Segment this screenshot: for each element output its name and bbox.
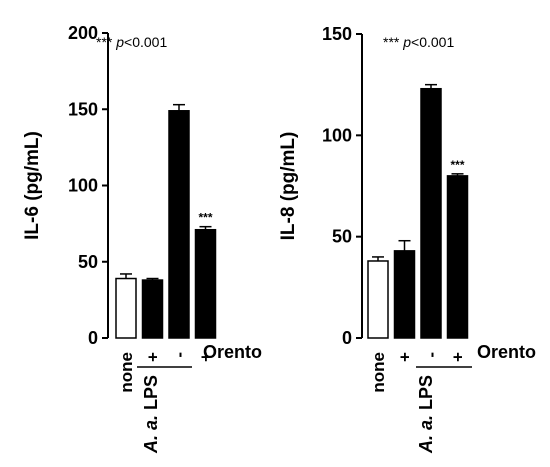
bar-3 <box>420 87 442 339</box>
group-label-treatment: LPS <box>141 375 161 415</box>
x-category-label: + <box>144 352 163 362</box>
x-category-label: none <box>369 352 388 393</box>
y-tick-label: 100 <box>68 176 98 196</box>
p-value-threshold: <0.001 <box>124 34 167 50</box>
significance-label: *** <box>198 211 212 225</box>
y-axis-label: IL-6 (pg/mL) <box>22 131 43 240</box>
group-label-species: A. a. <box>416 415 436 454</box>
x-category-label: none <box>117 352 136 393</box>
group-label-treatment: LPS <box>416 375 436 415</box>
group-label: A. a. LPS <box>141 375 161 454</box>
y-tick-label: 100 <box>322 125 352 145</box>
group-label-species: A. a. <box>141 415 161 454</box>
bar-2 <box>393 250 416 339</box>
bar-4 <box>194 228 217 339</box>
y-tick-label: 200 <box>68 23 98 43</box>
y-tick-label: 50 <box>78 252 98 272</box>
y-axis-label: IL-8 (pg/mL) <box>278 132 299 241</box>
y-tick-label: 150 <box>68 99 98 119</box>
bar-1 <box>115 277 137 339</box>
p-value-p: p <box>115 34 124 50</box>
y-tick-label: 150 <box>322 24 352 44</box>
y-tick-label: 50 <box>332 227 352 247</box>
p-value-annotation: *** p<0.001 <box>96 34 167 50</box>
y-tick-label: 0 <box>342 328 352 348</box>
group-label: A. a. LPS <box>416 375 436 454</box>
row-label: Orento <box>203 342 262 362</box>
x-category-label: + <box>449 352 468 362</box>
x-category-label: - <box>170 352 189 358</box>
p-value-stars: *** <box>96 34 116 50</box>
p-value-stars: *** <box>383 34 403 50</box>
bar-3 <box>168 110 190 339</box>
bar-1 <box>367 260 389 339</box>
p-value-annotation: *** p<0.001 <box>383 34 454 50</box>
row-label: Orento <box>477 342 536 362</box>
y-tick-label: 0 <box>88 328 98 348</box>
x-category-label: - <box>422 352 441 358</box>
x-category-label: + <box>396 352 415 362</box>
significance-label: *** <box>450 158 464 172</box>
x-category-label: + <box>197 352 216 362</box>
p-value-threshold: <0.001 <box>411 34 454 50</box>
bar-4 <box>446 175 469 339</box>
p-value-p: p <box>402 34 411 50</box>
bar-2 <box>141 279 164 339</box>
